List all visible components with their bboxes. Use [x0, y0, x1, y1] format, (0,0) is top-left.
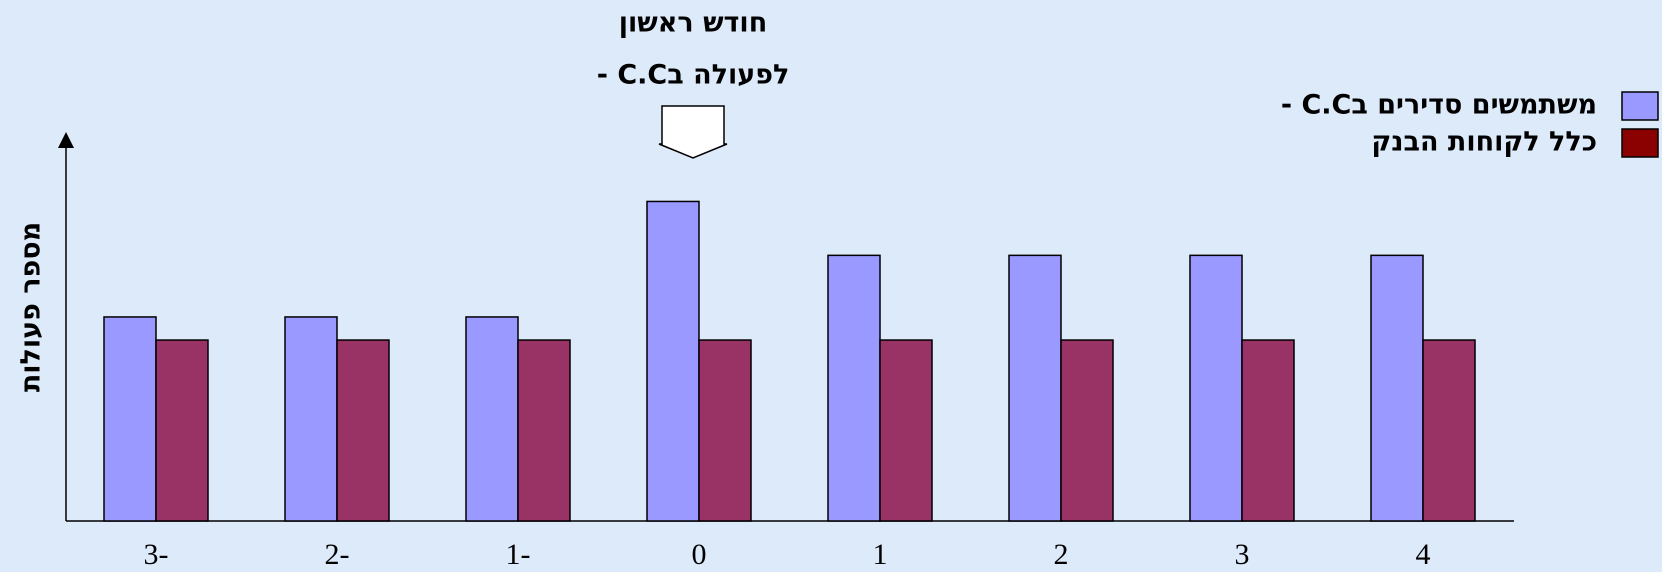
x-tick-label: 0: [692, 538, 707, 571]
bar: [1060, 339, 1114, 522]
bar: [336, 339, 390, 522]
chart-title: לפעולה בC.C -: [597, 60, 790, 91]
bar: [465, 316, 519, 522]
x-tick-label: 4: [1416, 538, 1431, 571]
legend-swatch: [1621, 128, 1659, 158]
x-tick-label: 3-: [144, 538, 169, 571]
bar: [1008, 254, 1062, 522]
arrow: [658, 105, 728, 159]
x-tick-label: 2-: [325, 538, 350, 571]
bar: [284, 316, 338, 522]
bar: [1370, 254, 1424, 522]
bar: [827, 254, 881, 522]
bar: [1241, 339, 1295, 522]
chart-title: חודש ראשון: [619, 8, 768, 39]
legend-label: משתמשים סדירים בC.C -: [1281, 90, 1597, 121]
bar: [646, 200, 700, 522]
bar: [879, 339, 933, 522]
bar: [1189, 254, 1243, 522]
x-tick-label: 2: [1054, 538, 1069, 571]
legend-label: כלל לקוחות הבנק: [1371, 127, 1597, 158]
bar: [698, 339, 752, 522]
x-tick-label: 1-: [506, 538, 531, 571]
bar: [1422, 339, 1476, 522]
x-tick-label: 3: [1235, 538, 1250, 571]
bar: [517, 339, 571, 522]
bar: [155, 339, 209, 522]
y-axis-label: מספר פעולות: [16, 222, 47, 392]
y-axis-arrow: [58, 132, 74, 148]
bar: [103, 316, 157, 522]
legend-swatch: [1621, 91, 1659, 121]
x-tick-label: 1: [873, 538, 888, 571]
